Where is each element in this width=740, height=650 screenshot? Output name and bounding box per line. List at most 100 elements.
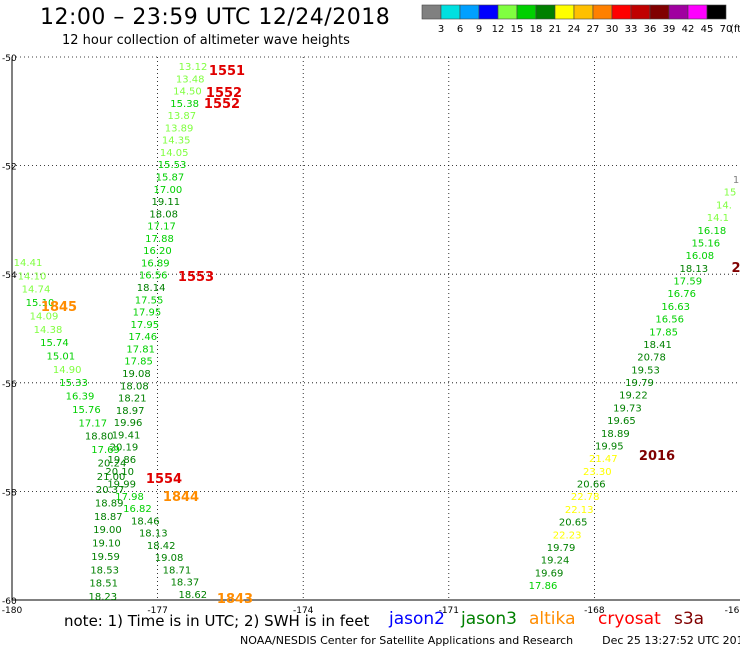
track-b-value: 18.51 [89,579,118,590]
track-c-value: 19.65 [607,416,636,427]
track-a-value: 13.12 [179,62,208,73]
track-c-value: 16.18 [698,226,727,237]
track-a-value: 19.41 [112,430,141,441]
pass-label: 1843 [217,592,253,607]
track-a-value: 17.98 [115,492,144,503]
track-a-value: 14.50 [173,87,202,98]
y-tick-label: -54 [2,271,17,281]
track-a-value: 17.46 [128,332,157,343]
legend-bin-label: 24 [568,24,581,35]
pass-label: 1551 [209,64,245,79]
pass-label: 1553 [178,270,214,285]
track-a-value: 17.55 [135,295,164,306]
track-c-value: 16.63 [661,302,690,313]
track-c-value: 1 [733,175,739,186]
timestamp-text: Dec 25 13:27:52 UTC 2018 [602,634,740,647]
track-a-value: 19.11 [151,197,180,208]
pass-label: 1552 [206,86,242,101]
track-b-value: 19.10 [92,539,121,550]
track-a-value: 15.87 [156,173,185,184]
track-a-value: 18.14 [137,283,166,294]
legend-bin-label: 12 [492,24,505,35]
track-a-value: 17.00 [154,185,183,196]
track-b-value: 17.17 [78,418,107,429]
x-tick-label: -177 [147,606,167,616]
track-a-value: 16.89 [141,258,170,269]
legend-bin-label: 9 [476,24,482,35]
legend-bin-label: 6 [457,24,463,35]
satellite-label: altika [529,609,576,629]
legend-bin-label: 70 [720,24,733,35]
track-a-value: 13.87 [168,111,197,122]
track-c-value: 19.22 [619,391,648,402]
map-subtitle: 12 hour collection of altimeter wave hei… [62,33,350,48]
track-c-value: 22.23 [553,530,582,541]
legend-bin-label: 39 [663,24,676,35]
track-c-value: 15.16 [692,238,721,249]
track-a-value: 19.96 [114,418,143,429]
track-a-value: 20.10 [105,467,134,478]
track-c-value: 19.95 [595,441,624,452]
legend-swatch [706,4,727,20]
track-c-value: 19.73 [613,403,642,414]
track-c-value: 15 [724,188,737,199]
track-b-value: 18.87 [94,512,123,523]
track-a-value: 18.46 [131,516,160,527]
legend-bin-label: 45 [701,24,714,35]
track-a-value: 19.99 [107,479,136,490]
track-b-value: 14.10 [18,271,47,282]
legend-bin-label: 33 [625,24,638,35]
track-c-value: 14. [716,200,732,211]
track-a-value: 19.08 [122,369,151,380]
track-b-value: 14.90 [53,365,82,376]
x-tick-label: -180 [2,606,23,616]
track-a-value: 17.95 [131,320,160,331]
track-a-value: 17.85 [124,357,153,368]
track-c-value: 18.41 [643,340,672,351]
track-c-value: 16.08 [685,251,714,262]
x-tick-label: -174 [293,606,314,616]
track-b-value: 14.38 [34,325,63,336]
track-b-value: 18.23 [88,592,117,603]
track-c-value: 20.78 [637,353,666,364]
track-a-value: 14.05 [160,148,189,159]
satellite-label: s3a [674,609,705,629]
legend-bin-label: 18 [530,24,543,35]
track-a-value: 13.48 [176,74,205,85]
legend-unit: (ft) [730,24,740,35]
track-c-value: 21.47 [589,454,618,465]
track-a-value: 16.56 [139,271,168,282]
pass-label: 2 [731,261,740,276]
track-a-value: 19.86 [108,455,137,466]
legend-bin-label: 3 [438,24,444,35]
track-a-value: 16.82 [123,504,152,515]
track-c-value: 17.85 [649,327,678,338]
track-c-value: 19.69 [535,568,564,579]
grid-lines [11,56,740,601]
track-c-value: 22.78 [571,492,600,503]
track-b-value: 19.59 [91,552,120,563]
track-b-value: 15.33 [59,378,88,389]
track-a-value: 18.21 [118,394,147,405]
track-a-value: 17.95 [133,308,162,319]
track-b-value: 18.80 [85,432,114,443]
track-a-value: 18.13 [139,529,168,540]
track-c-value: 20.66 [577,480,606,491]
pass-label: 1552 [204,97,240,112]
track-b-value: 14.74 [22,285,51,296]
pass-label: 2016 [639,449,675,464]
track-a-value: 13.89 [165,123,194,134]
x-tick-label: -171 [439,606,459,616]
track-a-value: 15.53 [158,160,187,171]
map-title: 12:00 – 23:59 UTC 12/24/2018 [40,5,391,30]
track-b-value: 17.69 [91,445,120,456]
track-b-value: 15.01 [46,352,75,363]
track-b-value: 20.37 [96,485,125,496]
track-b-value: 20.24 [98,458,127,469]
track-c-value: 14.1 [707,213,729,224]
legend-bin-label: 27 [587,24,600,35]
legend-bin-label: 21 [549,24,562,35]
x-tick-label: -168 [584,606,605,616]
legend-bin-label: 42 [682,24,695,35]
